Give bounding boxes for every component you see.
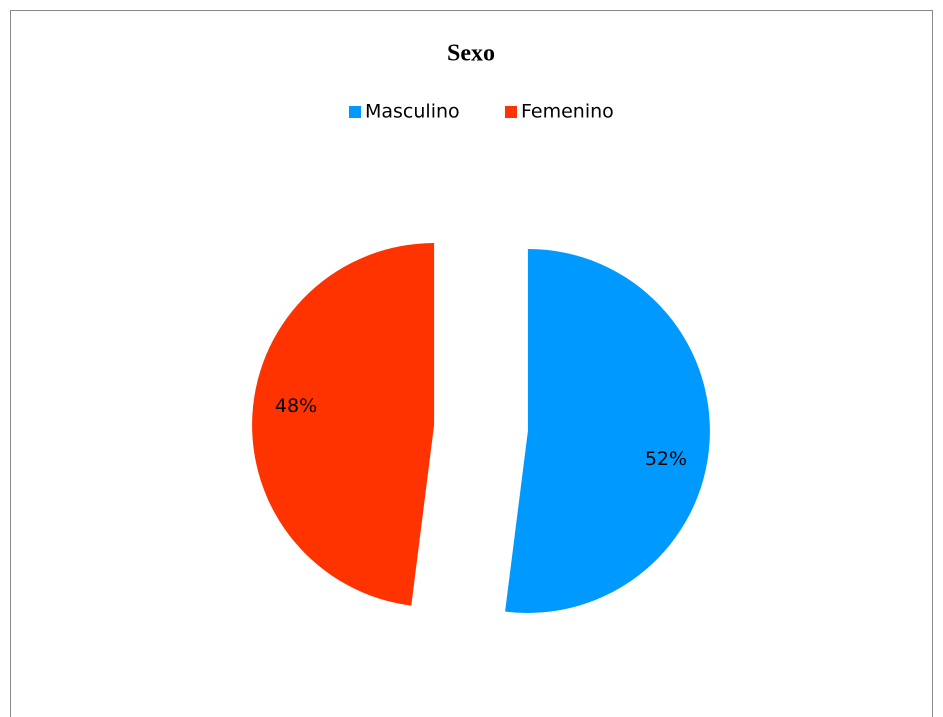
pie-slice bbox=[505, 248, 710, 613]
chart-title: Sexo bbox=[447, 41, 495, 67]
chart-frame bbox=[10, 10, 933, 717]
legend-label: Femenino bbox=[521, 101, 614, 123]
data-label: 48% bbox=[275, 395, 317, 417]
data-label: 52% bbox=[645, 448, 687, 470]
legend-swatch bbox=[349, 106, 361, 118]
pie-slice bbox=[252, 243, 435, 606]
legend-label: Masculino bbox=[365, 101, 460, 123]
legend-swatch bbox=[505, 106, 517, 118]
